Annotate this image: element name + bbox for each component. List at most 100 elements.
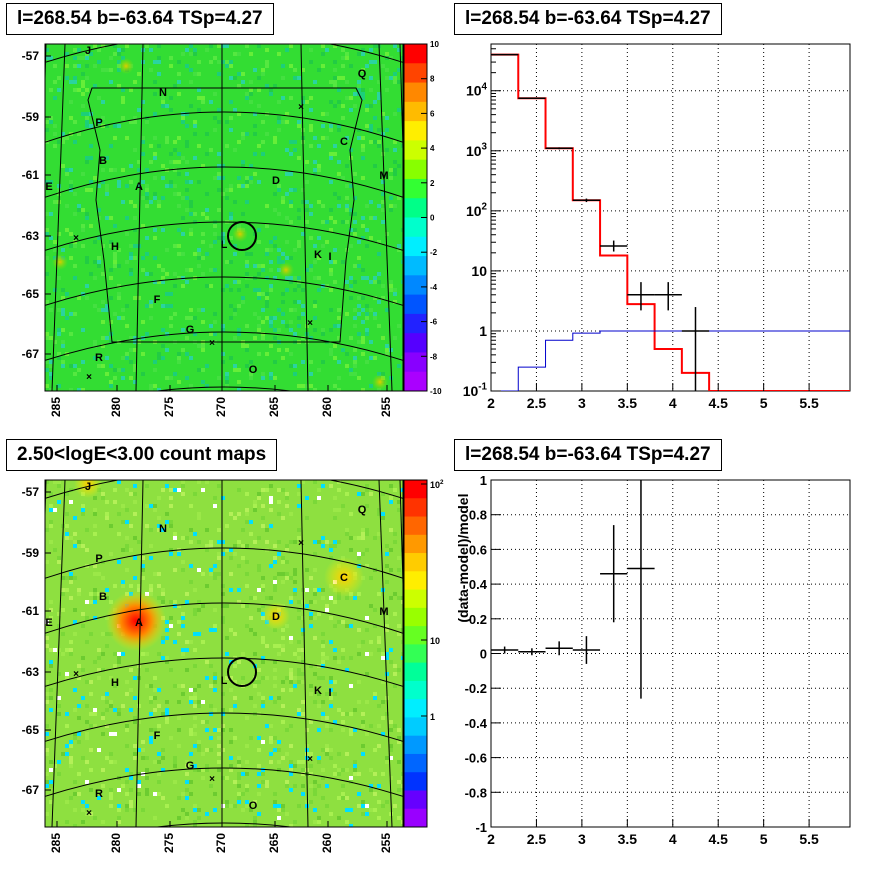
x-tick-label: 285 [49,833,63,853]
cross-marker: × [86,372,92,383]
roi-outline [87,87,363,343]
x-tick-label: 5.5 [799,395,819,411]
x-tick-label: 260 [320,833,334,853]
data-point [518,648,546,656]
x-tick-label: 285 [49,397,63,417]
residual-map-panel: J N Q P C B E A D M H L K I F G R O × × × × × -57 -59 -61 -63 -65 -6… [0,0,448,436]
y-tick-label: 10 [471,263,487,279]
cross-marker: × [307,754,313,765]
x-tick-label: 5.5 [799,831,819,847]
model-step-1 [491,330,850,391]
colorbar-tick-label: -4 [430,283,438,292]
data-point [545,147,573,150]
y-tick-label: -0.6 [465,751,487,766]
source-label-E: E [45,617,52,629]
x-tick-label: 270 [214,397,228,417]
y-tick-label: 0.4 [469,577,488,592]
x-tick-label: 3.5 [618,831,638,847]
x-tick-label: 4.5 [708,831,728,847]
colorbar [403,479,428,828]
source-label-J: J [85,481,91,493]
colorbar-tick-label: 10 [430,636,440,646]
y-tick-label: 104 [466,81,488,98]
data-point [627,282,655,311]
count-map-title: 2.50<logE<3.00 count maps [6,439,278,471]
target-circle [227,221,257,251]
data-point [600,240,628,252]
source-label-G: G [186,760,195,772]
y-tick-label: -1 [475,820,487,835]
x-tick-label: 265 [267,833,281,853]
y-tick-label: 1 [479,323,487,339]
y-tick-label: 103 [466,141,488,158]
y-tick-label: 0.2 [469,612,487,627]
x-tick-label: 280 [109,833,123,853]
source-label-G: G [186,324,195,336]
data-point [572,198,601,203]
residual-map-title: l=268.54 b=-63.64 TSp=4.27 [6,3,274,35]
fractional-residual-title: l=268.54 b=-63.64 TSp=4.27 [454,439,722,471]
source-label-L: L [221,239,228,251]
map-image [45,480,403,827]
y-tick-label: -0.4 [465,716,488,731]
y-tick-label: -0.2 [465,681,487,696]
count-map-plot: J N Q P C B E A D M H L K I F G R O × × × × × -57 -59 -61 -63 -65 -6… [22,479,444,853]
y-tick-label: -67 [22,783,40,797]
y-tick-label: -61 [22,604,40,618]
x-tick-label: 270 [214,833,228,853]
residual-map-plot: J N Q P C B E A D M H L K I F G R O × × × × × -57 -59 -61 -63 -65 -6… [22,40,442,417]
data-point [600,525,628,623]
source-label-D: D [272,611,280,623]
y-axis-label: (data-model)/model [455,494,471,623]
x-tick-label: 275 [162,397,176,417]
source-label-J: J [85,45,91,57]
source-label-N: N [159,523,167,535]
source-label-O: O [249,364,258,376]
source-label-I: I [328,687,331,699]
source-label-L: L [221,675,228,687]
source-label-D: D [272,175,280,187]
source-label-K: K [314,685,322,697]
map-frame [44,43,404,392]
x-tick-label: 2 [487,395,495,411]
x-tick-label: 260 [320,397,334,417]
y-tick-label: -65 [22,723,40,737]
source-label-M: M [379,606,388,618]
source-label-A: A [135,617,143,629]
x-tick-label: 2.5 [527,831,547,847]
plot-frame [490,43,851,392]
source-label-Q: Q [358,68,367,80]
cross-marker: × [307,318,313,329]
fractional-residual-panel: 2 2.5 3 3.5 4 4.5 5 5.5 -1 -0.8 -0.6 -0.4 -0.2 0 0.2 0.… [448,436,896,872]
colorbar-tick-label: 6 [430,109,435,118]
source-label-B: B [99,155,107,167]
source-label-P: P [95,553,102,565]
x-tick-label: 2 [487,831,495,847]
x-tick-label: 4.5 [708,395,728,411]
source-label-C: C [340,572,348,584]
y-tick-label: -63 [22,229,40,243]
y-tick-label: 1 [480,473,487,488]
colorbar-tick-label: 4 [430,144,435,153]
source-label-N: N [159,87,167,99]
source-label-E: E [45,181,52,193]
colorbar-tick-label: 102 [430,479,444,490]
model-step-0 [491,53,850,391]
colorbar-tick-label: 1 [430,712,435,722]
x-tick-label: 280 [109,397,123,417]
cross-marker: × [86,808,92,819]
count-map-panel: J N Q P C B E A D M H L K I F G R O × × × × × -57 -59 -61 -63 -65 -6… [0,436,448,872]
x-tick-label: 3 [578,395,586,411]
y-tick-label: 0.6 [469,542,487,557]
cross-marker: × [209,338,215,349]
data-point [491,646,519,654]
y-tick-label: 0.8 [469,508,487,523]
colorbar-tick-label: -10 [430,387,442,396]
source-label-Q: Q [358,504,367,516]
source-label-R: R [95,352,103,364]
x-tick-label: 265 [267,397,281,417]
x-tick-label: 4 [669,395,677,411]
cross-marker: × [73,233,79,244]
target-circle [227,657,257,687]
source-label-F: F [154,294,161,306]
